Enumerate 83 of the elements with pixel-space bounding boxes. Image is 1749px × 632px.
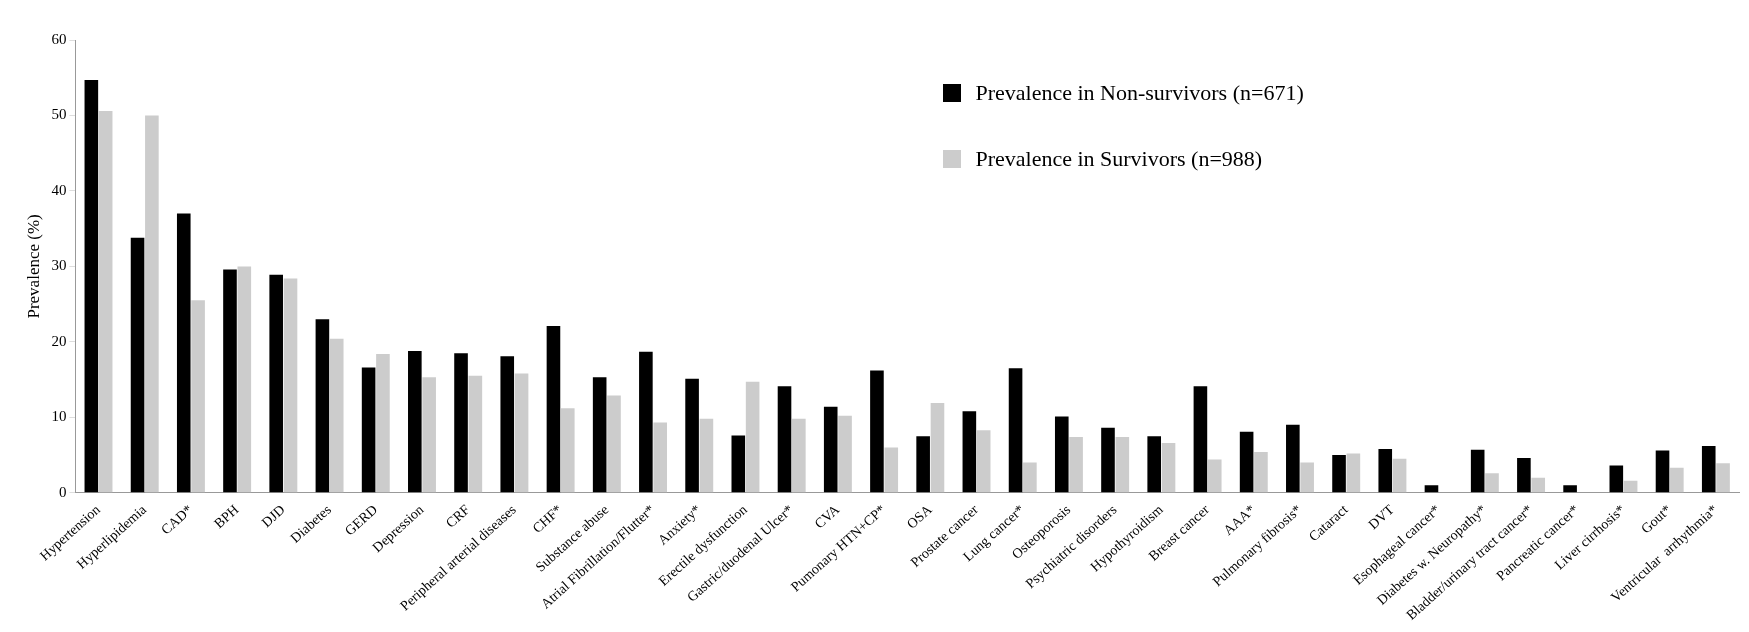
bar bbox=[745, 381, 760, 493]
bar bbox=[1609, 465, 1624, 493]
bar bbox=[361, 367, 376, 493]
y-tick-label: 60 bbox=[51, 30, 67, 47]
legend-label: Prevalence in Non-survivors (n=671) bbox=[975, 80, 1304, 106]
y-tick-label: 20 bbox=[51, 332, 67, 349]
bar bbox=[176, 213, 191, 493]
y-tick-label: 50 bbox=[51, 106, 67, 123]
x-tick-label: DJD bbox=[258, 501, 288, 531]
bar bbox=[639, 351, 653, 493]
bar bbox=[1623, 480, 1638, 493]
bar bbox=[1485, 473, 1499, 493]
bar bbox=[1161, 442, 1176, 493]
bar bbox=[223, 269, 237, 493]
bar bbox=[408, 350, 422, 493]
bar bbox=[1531, 477, 1546, 493]
bar bbox=[870, 370, 884, 493]
bar bbox=[1470, 449, 1485, 493]
bar bbox=[84, 79, 99, 493]
bar bbox=[1701, 445, 1716, 493]
bar bbox=[1563, 485, 1577, 493]
bar bbox=[1378, 449, 1393, 493]
bar bbox=[560, 408, 575, 493]
bar bbox=[329, 338, 344, 493]
bar bbox=[1054, 416, 1069, 493]
bar bbox=[315, 319, 330, 493]
bar bbox=[1115, 436, 1130, 493]
bar bbox=[1655, 450, 1670, 493]
bar bbox=[1239, 431, 1254, 493]
bar bbox=[1193, 386, 1208, 493]
x-tick-label: CRF bbox=[442, 501, 473, 531]
bar bbox=[1286, 424, 1300, 493]
bar bbox=[823, 406, 838, 493]
bar bbox=[98, 110, 113, 493]
bar bbox=[454, 353, 468, 493]
bar bbox=[1008, 368, 1023, 493]
bar bbox=[191, 300, 205, 493]
bar bbox=[130, 237, 145, 493]
bar bbox=[1716, 463, 1730, 493]
bar bbox=[269, 274, 283, 493]
bar bbox=[699, 418, 714, 493]
bar bbox=[653, 422, 668, 493]
bar bbox=[1332, 455, 1346, 493]
bar bbox=[1300, 462, 1314, 493]
legend-label: Prevalence in Survivors (n=988) bbox=[975, 146, 1263, 172]
bar bbox=[145, 115, 159, 493]
y-axis-title: Prevalence (%) bbox=[23, 214, 43, 319]
bar bbox=[731, 435, 746, 493]
bar bbox=[422, 377, 436, 493]
bar bbox=[777, 386, 792, 493]
bar bbox=[468, 375, 483, 493]
bar bbox=[376, 353, 390, 493]
bar bbox=[930, 402, 945, 493]
bar bbox=[1424, 485, 1439, 493]
bar bbox=[1346, 453, 1361, 493]
bar bbox=[592, 377, 607, 493]
y-tick-label: 10 bbox=[51, 408, 67, 425]
y-tick-label: 30 bbox=[51, 257, 67, 274]
bar bbox=[237, 266, 252, 493]
bar bbox=[1069, 436, 1083, 493]
bar bbox=[976, 430, 991, 493]
bar bbox=[514, 373, 529, 493]
bar bbox=[1392, 458, 1407, 493]
bar bbox=[838, 415, 852, 493]
bar bbox=[1517, 458, 1531, 493]
bar bbox=[1023, 462, 1037, 493]
bar bbox=[916, 436, 930, 493]
bar bbox=[500, 356, 515, 493]
bar bbox=[1207, 459, 1222, 493]
y-tick-label: 40 bbox=[51, 181, 67, 198]
bar bbox=[792, 418, 806, 493]
bar bbox=[962, 411, 977, 493]
bar bbox=[283, 278, 298, 493]
bar bbox=[1670, 467, 1684, 493]
bar bbox=[546, 326, 561, 493]
bar bbox=[1254, 452, 1268, 493]
bar bbox=[1101, 427, 1115, 493]
y-tick-label: 0 bbox=[58, 483, 67, 500]
bar bbox=[607, 395, 621, 493]
bar bbox=[685, 378, 699, 493]
x-tick-label: OSA bbox=[903, 501, 936, 532]
bar bbox=[1147, 436, 1161, 493]
bar bbox=[884, 447, 899, 493]
